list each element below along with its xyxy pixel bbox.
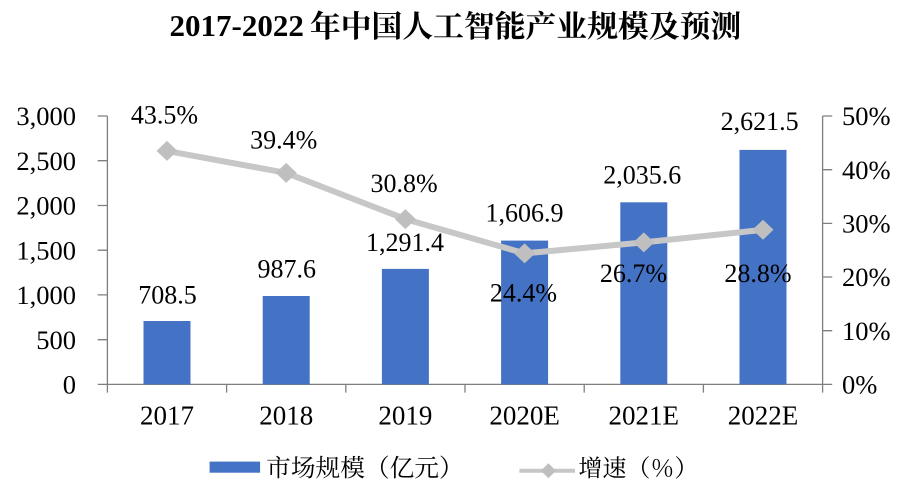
- svg-text:3,000: 3,000: [16, 101, 76, 131]
- svg-text:10%: 10%: [842, 316, 891, 346]
- svg-text:2018: 2018: [259, 400, 313, 430]
- svg-text:2017: 2017: [140, 400, 194, 430]
- svg-text:50%: 50%: [842, 101, 891, 131]
- svg-text:500: 500: [36, 325, 76, 355]
- svg-text:28.8%: 28.8%: [724, 259, 791, 288]
- svg-text:2020E: 2020E: [489, 400, 560, 430]
- svg-text:987.6: 987.6: [257, 255, 316, 284]
- svg-text:2,621.5: 2,621.5: [721, 107, 799, 136]
- svg-text:43.5%: 43.5%: [131, 100, 198, 129]
- svg-text:0: 0: [63, 370, 76, 400]
- svg-text:39.4%: 39.4%: [250, 125, 317, 154]
- svg-text:2021E: 2021E: [609, 400, 680, 430]
- svg-text:2,035.6: 2,035.6: [603, 161, 681, 190]
- svg-text:1,000: 1,000: [16, 280, 76, 310]
- svg-text:26.7%: 26.7%: [600, 259, 667, 288]
- svg-text:30%: 30%: [842, 209, 891, 239]
- svg-text:24.4%: 24.4%: [490, 279, 557, 308]
- svg-text:1,606.9: 1,606.9: [486, 199, 564, 228]
- svg-text:708.5: 708.5: [138, 281, 197, 310]
- svg-text:2,500: 2,500: [16, 146, 76, 176]
- svg-text:40%: 40%: [842, 155, 891, 185]
- svg-text:2022E: 2022E: [728, 400, 799, 430]
- svg-text:1,500: 1,500: [16, 235, 76, 265]
- svg-text:2019: 2019: [378, 400, 432, 430]
- svg-text:1,291.4: 1,291.4: [366, 228, 444, 257]
- svg-text:0%: 0%: [842, 370, 877, 400]
- svg-text:2017-2022: 2017-2022: [170, 8, 304, 43]
- svg-text:20%: 20%: [842, 262, 891, 292]
- svg-text:2,000: 2,000: [16, 191, 76, 221]
- svg-text:30.8%: 30.8%: [371, 169, 438, 198]
